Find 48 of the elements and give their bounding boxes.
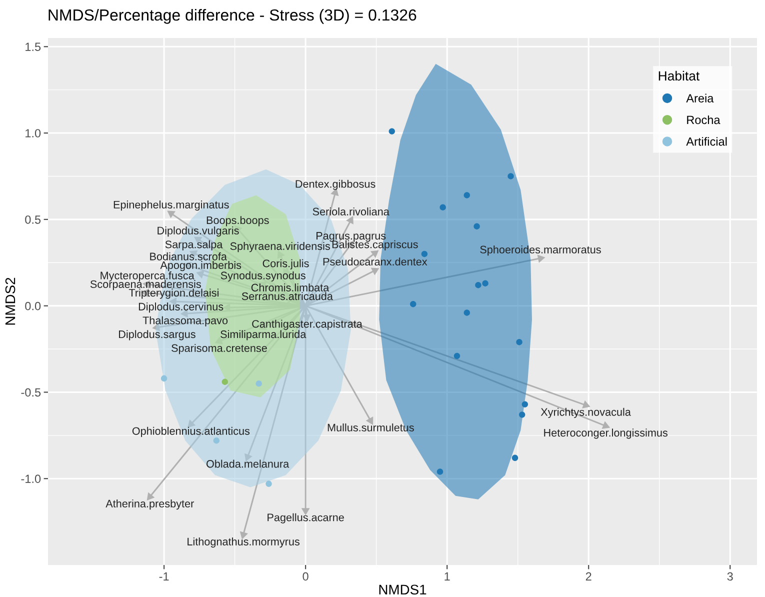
y-tick-label: -1.0 bbox=[21, 474, 41, 483]
legend-label: Rocha bbox=[687, 115, 720, 124]
data-label: Sphyraena.viridensis bbox=[230, 242, 330, 252]
data-label: Diplodus.vulgaris bbox=[158, 226, 239, 237]
x-tick-label: 0 bbox=[302, 572, 308, 581]
data-label: Bodianus.scrofa bbox=[150, 252, 227, 260]
legend-title: Habitat bbox=[658, 70, 700, 81]
data-label: Sparisoma.cretense bbox=[172, 344, 267, 354]
y-tick-label: 0.0 bbox=[25, 302, 41, 310]
y-tick-label: 1.0 bbox=[26, 129, 41, 138]
y-tick-label: 0.5 bbox=[25, 215, 41, 224]
data-label: Serranus.atricauda bbox=[242, 292, 333, 300]
data-label: Heteroconger.longissimus bbox=[544, 428, 668, 439]
data-label: Atherina.presbyter bbox=[106, 499, 194, 510]
data-label: Mycteroperca.fusca bbox=[100, 271, 194, 282]
data-label: Diplodus.sargus bbox=[119, 330, 196, 340]
data-label: Apogon.imberbis bbox=[160, 261, 242, 272]
data-label: Pagellus.acarne bbox=[268, 513, 344, 524]
y-axis-title: NMDS2 bbox=[5, 278, 16, 325]
data-label: Pseudocaranx.dentex bbox=[323, 258, 428, 266]
data-label: Diplodus.cervinus bbox=[138, 302, 224, 313]
legend-label: Artificial bbox=[686, 137, 727, 146]
legend-label: Areia bbox=[686, 94, 714, 102]
data-label: Chromis.limbata bbox=[251, 283, 330, 292]
x-tick-label: -1 bbox=[159, 572, 169, 580]
data-label: Canthigaster.capistrata bbox=[252, 320, 362, 330]
y-tick-label: -0.5 bbox=[21, 388, 41, 397]
data-label: Similiparma.lurida bbox=[220, 330, 306, 340]
data-label: Ophioblennius.atlanticus bbox=[132, 426, 250, 438]
data-label: Xyrichtys.novacula bbox=[540, 408, 631, 418]
x-tick-label: 2 bbox=[586, 572, 592, 580]
x-tick-label: 3 bbox=[727, 572, 733, 581]
x-tick-label: 1 bbox=[444, 572, 450, 580]
data-label: Scorpaena.maderensis bbox=[90, 280, 201, 290]
data-label: Balistes.capriscus bbox=[332, 240, 418, 250]
data-label: Epinephelus.marginatus bbox=[114, 200, 229, 211]
data-label: Boops.boops bbox=[206, 216, 269, 226]
data-label: Lithognathus.mormyrus bbox=[188, 537, 300, 548]
data-label: Tripterygion.delaisi bbox=[128, 288, 218, 299]
chart-title: NMDS/Percentage difference - Stress (3D) = 0.1326 bbox=[48, 8, 416, 24]
data-label: Sarpa.salpa bbox=[165, 240, 223, 250]
data-label: Dentex.gibbosus bbox=[296, 180, 376, 190]
data-label: Synodus.synodus bbox=[220, 271, 306, 282]
data-label: Oblada.melanura bbox=[206, 460, 290, 468]
y-tick-label: 1.5 bbox=[26, 42, 41, 52]
data-label: Coris.julis bbox=[262, 259, 309, 270]
data-label: Thalassoma.pavo bbox=[142, 316, 228, 326]
x-axis-title: NMDS1 bbox=[379, 584, 426, 595]
